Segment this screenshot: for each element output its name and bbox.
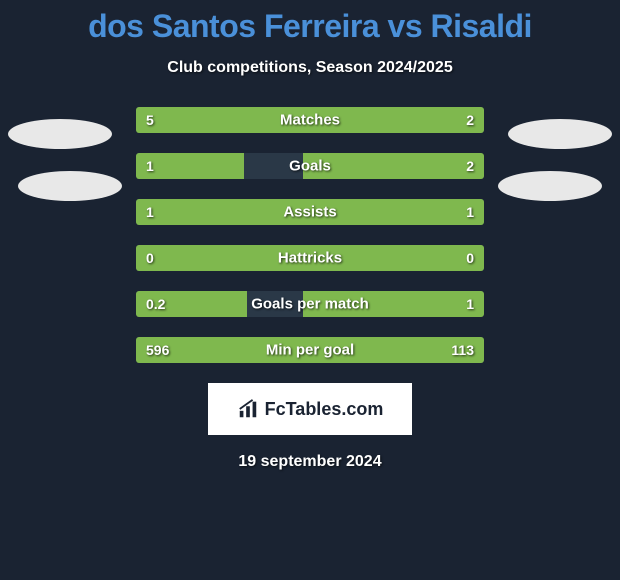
stat-value-right: 113 [451,342,474,358]
player-photo-left-2 [18,171,122,201]
stats-area: 5 Matches 2 1 Goals 2 1 Assists 1 [0,107,620,471]
player-photo-right-1 [508,119,612,149]
stat-label: Goals [289,158,331,175]
stat-row: 0.2 Goals per match 1 [136,291,484,317]
stat-row: 596 Min per goal 113 [136,337,484,363]
stat-row: 0 Hattricks 0 [136,245,484,271]
stat-value-left: 0.2 [146,296,165,312]
stat-value-right: 2 [466,158,474,174]
subtitle: Club competitions, Season 2024/2025 [0,59,620,77]
stat-value-left: 1 [146,158,154,174]
stat-row: 5 Matches 2 [136,107,484,133]
stat-bar-right [313,199,484,225]
stat-label: Min per goal [266,342,354,359]
stat-value-left: 596 [146,342,169,358]
chart-icon [237,398,259,420]
page-title: dos Santos Ferreira vs Risaldi [0,8,620,45]
stat-label: Hattricks [278,250,342,267]
date-label: 19 september 2024 [0,453,620,471]
logo-text: FcTables.com [265,399,384,420]
stat-value-right: 0 [466,250,474,266]
stat-value-left: 1 [146,204,154,220]
stat-row: 1 Goals 2 [136,153,484,179]
stat-value-left: 0 [146,250,154,266]
stat-value-right: 1 [466,296,474,312]
stat-value-right: 2 [466,112,474,128]
stat-value-right: 1 [466,204,474,220]
player-photo-left-1 [8,119,112,149]
stat-bars: 5 Matches 2 1 Goals 2 1 Assists 1 [136,107,484,363]
stat-label: Goals per match [251,296,369,313]
stat-row: 1 Assists 1 [136,199,484,225]
stat-label: Assists [283,204,336,221]
source-logo: FcTables.com [208,383,412,435]
comparison-card: dos Santos Ferreira vs Risaldi Club comp… [0,0,620,471]
stat-value-left: 5 [146,112,154,128]
stat-label: Matches [280,112,340,129]
player-photo-right-2 [498,171,602,201]
